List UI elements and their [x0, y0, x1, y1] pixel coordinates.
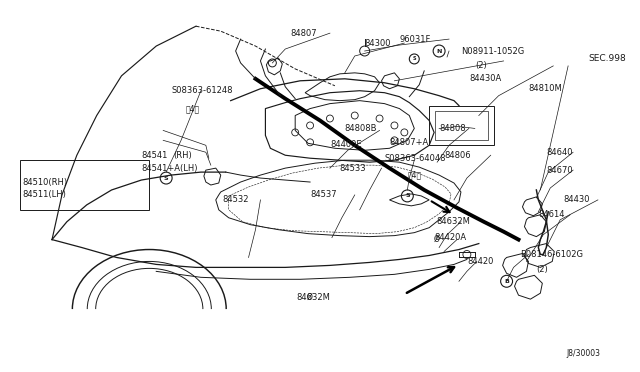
Text: 〈4〉: 〈4〉: [186, 104, 200, 113]
Text: (2): (2): [475, 61, 486, 70]
Text: 84533: 84533: [340, 164, 367, 173]
Text: N: N: [436, 48, 442, 54]
Bar: [20, 160, 149, 210]
Text: SEC.998: SEC.998: [588, 54, 626, 64]
Text: S: S: [164, 176, 168, 180]
Text: Ø: Ø: [307, 293, 313, 302]
Text: 84511(LH): 84511(LH): [22, 190, 66, 199]
Text: 84807+A: 84807+A: [390, 138, 429, 147]
Text: 84420: 84420: [467, 257, 493, 266]
Text: 84632M: 84632M: [436, 217, 470, 226]
Text: 84420A: 84420A: [434, 233, 467, 242]
Text: 〈4〉: 〈4〉: [407, 171, 422, 180]
Text: 84300: 84300: [365, 39, 391, 48]
Text: 84614: 84614: [538, 210, 565, 219]
Text: 84510(RH): 84510(RH): [22, 177, 67, 186]
Text: 84632M: 84632M: [296, 293, 330, 302]
Bar: [429, 106, 493, 145]
Text: 84808: 84808: [439, 124, 466, 133]
Text: 84808B: 84808B: [345, 124, 378, 133]
Text: 84541+A(LH): 84541+A(LH): [141, 164, 198, 173]
Text: 84537: 84537: [310, 190, 337, 199]
Text: 84806: 84806: [444, 151, 470, 160]
Text: 84430: 84430: [563, 195, 589, 204]
Text: 84532: 84532: [223, 195, 249, 204]
Text: Ø: Ø: [433, 235, 439, 244]
Text: S: S: [413, 57, 416, 61]
Text: (RH): (RH): [173, 151, 192, 160]
Text: 84670: 84670: [547, 166, 573, 174]
Text: 84640: 84640: [547, 148, 573, 157]
Text: 84807: 84807: [290, 29, 317, 38]
Text: 84810M: 84810M: [529, 84, 562, 93]
Text: S08363-61248: S08363-61248: [171, 86, 232, 95]
Text: 84400E: 84400E: [330, 140, 362, 149]
Text: (2): (2): [536, 265, 548, 274]
Text: 84430A: 84430A: [469, 74, 501, 83]
Text: S08363-64048: S08363-64048: [385, 154, 446, 163]
Text: N08911-1052G: N08911-1052G: [461, 46, 524, 55]
Text: 96031F: 96031F: [399, 35, 431, 44]
Text: S: S: [405, 193, 410, 198]
Bar: [435, 110, 488, 140]
Text: B08146-6102G: B08146-6102G: [520, 250, 584, 259]
Text: B: B: [504, 279, 509, 284]
Text: J8/30003: J8/30003: [566, 349, 600, 358]
Text: 84541: 84541: [141, 151, 168, 160]
